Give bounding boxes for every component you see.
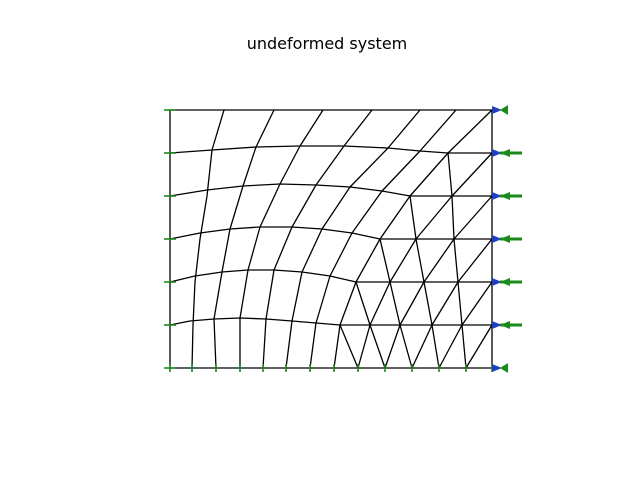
mesh-triangle-edge [409,152,449,197]
mesh-triangle-edge [453,195,493,240]
load-arrow [492,105,508,115]
mesh-triangle-edge [415,195,453,240]
figure-title: undeformed system [247,34,408,53]
mesh-column-line [309,109,457,369]
mesh-triangle-edge [339,324,359,369]
mesh-triangle-edge [415,238,425,283]
load-arrow-head-green [500,278,510,286]
mesh-row-line [169,226,381,240]
mesh-column-line [191,109,225,369]
load-arrow [492,192,522,200]
mesh-triangle-edge [369,281,391,326]
mesh-triangle-edge [431,281,459,326]
mesh-triangle-edge [457,281,463,326]
mesh-triangle-edge [461,281,493,326]
mesh-triangle-edge [461,324,467,369]
load-arrow-head-green [500,105,508,115]
load-arrow-head-blue [492,321,502,329]
mesh-triangle-edge [355,281,371,326]
mesh-triangle-edge [411,324,433,369]
mesh-triangle-edge [423,281,433,326]
mesh-triangle-edge [453,238,459,283]
mesh-triangle-edge [451,152,493,197]
mesh-triangle-edge [369,324,386,369]
mesh-triangle-edge [379,238,391,283]
mesh-triangle-edge [457,238,493,283]
load-arrow-head-blue [492,149,502,157]
mesh-triangle-edge [423,238,455,283]
load-arrow-head-green [500,363,508,373]
load-arrow [492,363,508,373]
left-boundary-supports [164,109,493,372]
load-arrow-head-blue [492,235,502,243]
mesh-triangle-edge [431,324,440,369]
load-arrow-head-blue [492,278,502,286]
mesh-column-line [285,109,421,369]
mesh-triangle-edge [384,324,401,369]
mesh-triangle-edge [389,238,417,283]
mesh-row-line [169,269,357,283]
mesh-triangle-edge [399,281,425,326]
mesh-row-line [169,183,411,197]
load-arrow [492,278,522,286]
load-arrow-head-green [500,149,510,157]
mesh-column-line [239,109,324,369]
load-arrow [492,149,522,157]
load-arrow-head-green [500,321,510,329]
load-arrow-head-blue [492,364,502,372]
load-arrow [492,321,522,329]
load-arrow-head-blue [492,192,502,200]
mesh-triangle-edge [409,195,417,240]
mesh-row-line [169,317,341,326]
load-arrow-head-green [500,192,510,200]
mesh-triangle-edge [399,324,413,369]
load-arrow-head-green [500,235,510,243]
load-arrow-head-blue [492,106,502,114]
load-arrow [492,235,522,243]
mesh-triangle-edge [438,324,463,369]
mesh-triangle-edge [389,281,401,326]
mesh-triangle-edge [357,324,371,369]
right-boundary-loads [492,105,522,373]
mesh-triangle-edge [447,152,453,197]
mesh-triangle-edge [465,324,493,369]
mesh-triangle-edge [451,195,455,240]
finite-element-mesh [169,109,493,369]
mesh-row-line [169,145,449,154]
mesh-column-line [262,109,373,369]
mesh-column-line [213,109,275,369]
